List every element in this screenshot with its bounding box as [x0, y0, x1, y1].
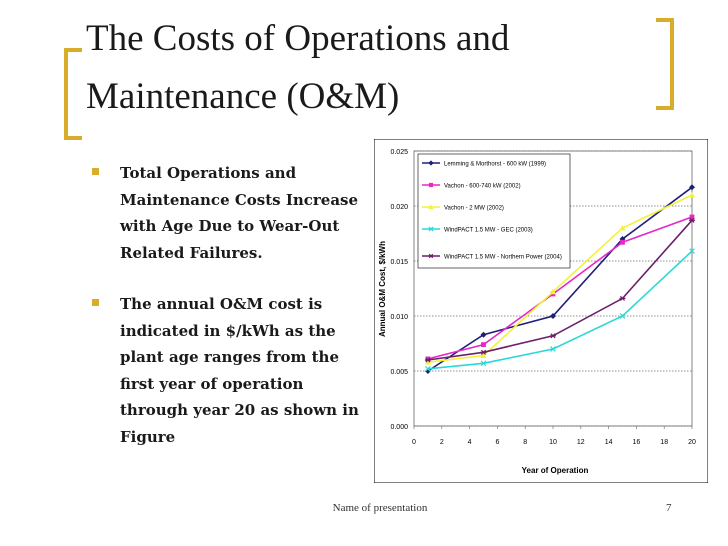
star-marker [550, 333, 556, 339]
star-marker-stroke [689, 217, 695, 223]
footer-presentation-name: Name of presentation [332, 502, 428, 514]
x-axis-label: Year of Operation [522, 466, 589, 475]
star-marker-stroke [619, 295, 626, 301]
series-group [425, 248, 695, 372]
square-marker [428, 182, 434, 188]
square-marker [425, 356, 431, 362]
chart-legend: Lemming & Morthorst - 600 kW (1999) Vacho… [417, 153, 571, 269]
legend-entry: Vachon - 2 MW (2002) [422, 204, 504, 212]
legend-label: Vachon - 2 MW (2002) [444, 206, 504, 212]
y-tick-label: 0.010 [390, 314, 408, 321]
x-marker [619, 313, 626, 319]
star-marker [428, 253, 434, 259]
square-marker [620, 239, 625, 245]
y-tick-label: 0.000 [390, 424, 408, 431]
star-marker-stroke [480, 349, 487, 355]
x-tick-label: 0 [412, 439, 416, 446]
x-tick-label: 6 [495, 439, 499, 446]
triangle-marker [480, 352, 487, 358]
y-tick-label: 0.020 [390, 204, 408, 211]
x-tick-label: 8 [523, 439, 527, 446]
star-marker [480, 349, 487, 355]
series-group [424, 184, 695, 374]
x-marker-stroke [428, 226, 434, 232]
diamond-marker [689, 184, 695, 191]
x-marker-stroke [689, 248, 695, 254]
page-number: 7 [666, 502, 672, 514]
x-marker-stroke [480, 360, 487, 367]
legend-entry: Lemming & Morthorst - 600 kW (1999) [422, 160, 546, 168]
x-tick-label: 10 [549, 439, 557, 446]
series-group [424, 192, 695, 365]
y-tick-label: 0.005 [390, 369, 408, 376]
x-marker [689, 248, 695, 254]
om-cost-line-chart: 0.000 0.005 0.010 0.015 0.020 0.025 0 2 4 6 8 10 12… [374, 139, 708, 483]
legend-label: Vachon - 600-740 kW (2002) [444, 184, 521, 190]
x-marker [480, 360, 487, 367]
triangle-marker [428, 204, 434, 210]
x-tick-label: 18 [660, 439, 668, 446]
legend-label: WindPACT 1.5 MW - GEC (2003) [444, 228, 533, 234]
y-axis-tick-labels: 0.000 0.005 0.010 0.015 0.020 0.025 [390, 149, 408, 431]
x-tick-label: 12 [577, 439, 585, 446]
y-tick-label: 0.025 [390, 149, 408, 156]
bullet-list: Total Operations and Maintenance Costs I… [90, 160, 360, 475]
star-marker-stroke [550, 333, 556, 339]
legend-box [417, 153, 571, 269]
square-marker [481, 342, 486, 347]
x-tick-label: 4 [468, 439, 472, 446]
right-bracket-decoration [656, 18, 674, 110]
square-bullet-icon [92, 299, 99, 306]
x-tick-label: 14 [605, 439, 613, 446]
x-marker-stroke [550, 346, 556, 352]
slide-title-line-1: The Costs of Operations and [86, 18, 510, 59]
diamond-marker [428, 160, 434, 166]
series-group [424, 217, 695, 363]
bullet-item: Total Operations and Maintenance Costs I… [90, 160, 360, 266]
star-marker [424, 357, 431, 363]
legend-entry: WindPACT 1.5 MW - Northern Power (2004) [422, 253, 562, 261]
x-marker [425, 365, 431, 372]
y-axis-label: Annual O&M Cost, $/kWh [378, 241, 387, 337]
triangle-marker [424, 359, 431, 365]
star-marker-stroke [425, 357, 431, 363]
x-marker [550, 346, 556, 352]
diamond-marker [550, 313, 556, 319]
diamond-marker [480, 331, 487, 338]
bullet-text: Total Operations and Maintenance Costs I… [120, 164, 359, 262]
legend-entry: Vachon - 600-740 kW (2002) [422, 182, 521, 190]
star-marker-stroke [428, 253, 434, 259]
series-lines [424, 184, 695, 374]
left-bracket-decoration [64, 48, 82, 140]
star-marker [619, 295, 626, 301]
square-marker [689, 214, 695, 220]
legend-label: Lemming & Morthorst - 600 kW (1999) [444, 162, 546, 168]
bullet-item: The annual O&M cost is indicated in $/kW… [90, 291, 360, 450]
square-bullet-icon [92, 168, 99, 175]
bullet-text: The annual O&M cost is indicated in $/kW… [120, 295, 359, 446]
x-marker-stroke [425, 365, 431, 372]
y-tick-label: 0.015 [390, 259, 408, 266]
x-axis-tick-labels: 0 2 4 6 8 10 12 14 16 18 20 [412, 426, 696, 446]
triangle-marker [619, 225, 626, 231]
x-tick-label: 16 [633, 439, 641, 446]
x-tick-label: 2 [440, 439, 444, 446]
triangle-marker [689, 192, 695, 198]
x-marker [428, 226, 434, 232]
legend-label: WindPACT 1.5 MW - Northern Power (2004) [444, 255, 562, 261]
slide-title: The Costs of Operations and Maintenance … [86, 10, 646, 126]
legend-entry: WindPACT 1.5 MW - GEC (2003) [422, 226, 533, 234]
x-marker-stroke [619, 313, 626, 319]
slide-title-line-2: Maintenance (O&M) [86, 76, 400, 117]
triangle-marker [550, 288, 556, 295]
x-tick-label: 20 [688, 439, 696, 446]
star-marker [689, 217, 695, 223]
